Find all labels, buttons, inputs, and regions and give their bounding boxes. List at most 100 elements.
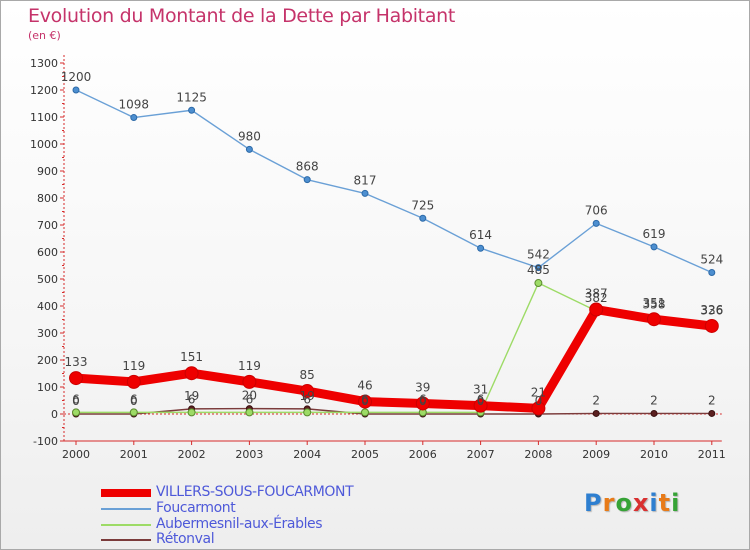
data-point [361, 189, 369, 197]
proxiti-logo: Proxiti [584, 489, 680, 517]
data-label: 1200 [61, 70, 92, 84]
data-label: 2 [650, 393, 658, 407]
logo-letter: P [584, 489, 603, 517]
logo-letter: t [658, 489, 672, 517]
data-point [704, 318, 719, 333]
data-label: 85 [300, 368, 315, 382]
legend-label: VILLERS-SOUS-FOUCARMONT [156, 484, 354, 500]
data-point [245, 408, 254, 417]
y-tick-label: 100 [37, 381, 58, 394]
data-label: 1098 [119, 98, 150, 112]
data-point [650, 243, 658, 251]
data-label: 133 [65, 355, 88, 369]
data-point [708, 409, 716, 417]
data-point [242, 374, 257, 389]
data-label: 20 [242, 389, 257, 403]
data-label: 1125 [176, 90, 207, 104]
data-label: 46 [357, 379, 372, 393]
data-label: 6 [477, 392, 485, 406]
data-point [647, 312, 661, 327]
data-point [419, 214, 427, 222]
y-tick-label: 0 [51, 408, 58, 421]
data-label: 524 [700, 253, 723, 267]
data-label: 706 [585, 203, 608, 217]
x-tick-label: 2001 [120, 448, 148, 461]
data-point [129, 408, 138, 417]
x-tick-label: 2008 [524, 448, 552, 461]
data-label: 542 [527, 248, 550, 262]
data-point [303, 408, 312, 417]
data-label: 0 [361, 394, 369, 408]
series-line [75, 89, 713, 274]
data-label: 6 [130, 392, 138, 406]
data-point [473, 398, 488, 413]
data-point [126, 374, 141, 389]
x-tick-label: 2005 [351, 448, 379, 461]
y-tick-label: -100 [33, 435, 58, 448]
data-label: 817 [354, 173, 377, 187]
x-tick-label: 2006 [409, 448, 437, 461]
x-tick-label: 2011 [698, 448, 726, 461]
data-point [592, 219, 600, 227]
data-label: 619 [643, 227, 666, 241]
data-point [187, 408, 196, 417]
y-tick-label: 800 [37, 192, 58, 205]
data-label: 2 [708, 393, 716, 407]
data-point [303, 176, 311, 184]
x-tick-label: 2007 [467, 448, 495, 461]
data-point [589, 302, 604, 317]
data-point [415, 396, 430, 411]
chart-subtitle: (en €) [28, 29, 61, 42]
logo-letter: x [632, 489, 650, 517]
data-label: 0 [130, 394, 138, 408]
data-label: 0 [72, 394, 80, 408]
series-line [75, 407, 713, 415]
data-label: 387 [585, 287, 608, 301]
y-tick-label: 1000 [30, 138, 58, 151]
data-label: 336 [700, 303, 723, 317]
x-tick-label: 2002 [178, 448, 206, 461]
data-label: 151 [180, 350, 203, 364]
data-label: 0 [535, 394, 543, 408]
data-label: 6 [419, 392, 427, 406]
data-point [534, 264, 542, 272]
data-point [245, 145, 253, 153]
data-point [592, 409, 600, 417]
data-label: 6 [188, 392, 196, 406]
x-tick-label: 2004 [293, 448, 321, 461]
x-tick-label: 2009 [582, 448, 610, 461]
data-label: 21 [531, 385, 546, 399]
data-label: 980 [238, 129, 261, 143]
x-tick-label: 2000 [62, 448, 90, 461]
logo-letter: o [615, 489, 633, 517]
data-point [184, 366, 199, 381]
legend-label: Foucarmont [156, 500, 236, 516]
data-label: 19 [184, 389, 199, 403]
data-label: 351 [643, 296, 666, 310]
y-tick-label: 200 [37, 354, 58, 367]
data-label: 358 [643, 297, 666, 311]
data-label: 868 [296, 160, 319, 174]
data-label: 39 [415, 380, 430, 394]
y-tick-label: 900 [37, 165, 58, 178]
legend-label: Rétonval [156, 531, 215, 547]
x-tick-label: 2003 [235, 448, 263, 461]
y-tick-label: 1300 [30, 57, 58, 70]
data-label: 119 [238, 359, 261, 373]
data-label: 382 [585, 291, 608, 305]
y-tick-label: 500 [37, 273, 58, 286]
data-label: 19 [300, 389, 315, 403]
data-point [650, 409, 658, 417]
data-label: 326 [700, 303, 723, 317]
x-tick-label: 2010 [640, 448, 668, 461]
data-label: 614 [469, 228, 492, 242]
y-tick-label: 700 [37, 219, 58, 232]
data-label: 2 [592, 393, 600, 407]
series-line [71, 305, 717, 413]
data-point [531, 401, 546, 416]
y-tick-label: 600 [37, 246, 58, 259]
logo-letter: i [649, 489, 659, 517]
data-point [69, 371, 83, 386]
